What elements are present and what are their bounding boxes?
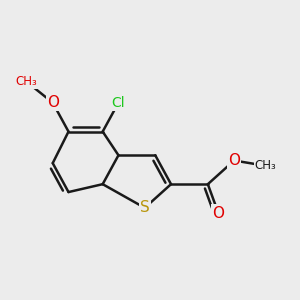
- Text: S: S: [140, 200, 150, 215]
- Text: O: O: [228, 153, 240, 168]
- Text: CH₃: CH₃: [255, 159, 277, 172]
- Text: Cl: Cl: [112, 96, 125, 110]
- Text: O: O: [47, 95, 59, 110]
- Text: CH₃: CH₃: [16, 75, 37, 88]
- Text: O: O: [212, 206, 224, 220]
